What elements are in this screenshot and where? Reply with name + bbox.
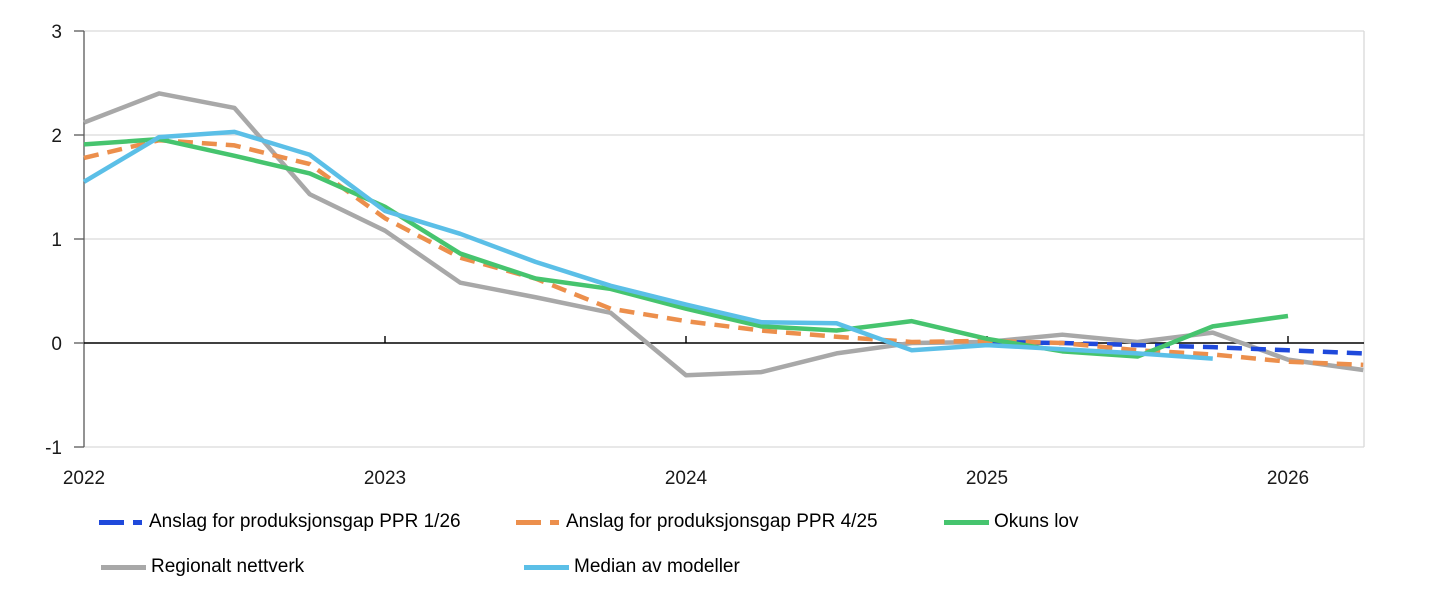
- x-tick-label: 2024: [665, 468, 708, 489]
- legend-label: Median av modeller: [574, 556, 740, 577]
- y-tick-label: 2: [51, 126, 62, 147]
- legend-label: Anslag for produksjonsgap PPR 4/25: [566, 511, 878, 532]
- y-tick-label: 3: [51, 22, 62, 43]
- legend-item-median-av-modeller: Median av modeller: [523, 556, 740, 578]
- y-tick-label: 0: [51, 334, 62, 355]
- legend-item-ppr-4-25: Anslag for produksjonsgap PPR 4/25: [515, 511, 878, 533]
- y-tick-label: -1: [45, 438, 62, 459]
- x-tick-label: 2022: [63, 468, 105, 489]
- series-line-1: [83, 137, 1364, 368]
- x-tick-label: 2023: [364, 468, 406, 489]
- chart-legend: Anslag for produksjonsgap PPR 1/26 Ansla…: [0, 0, 1445, 577]
- series-line-3: [83, 91, 1364, 378]
- legend-item-regionalt-nettverk: Regionalt nettverk: [100, 556, 304, 578]
- legend-swatch-solid-green: [944, 519, 989, 525]
- legend-label: Regionalt nettverk: [151, 556, 305, 577]
- legend-swatch-solid-gray: [101, 564, 146, 570]
- legend-label: Anslag for produksjonsgap PPR 1/26: [149, 511, 461, 532]
- series-line-4: [82, 129, 1213, 361]
- legend-swatch-dashed-blue: [99, 519, 144, 525]
- y-tick-label: 1: [51, 230, 62, 251]
- legend-label: Okuns lov: [994, 511, 1079, 532]
- legend-swatch-solid-cyan: [524, 564, 569, 570]
- legend-item-ppr-1-26: Anslag for produksjonsgap PPR 1/26: [98, 511, 461, 533]
- series-line-2: [83, 136, 1289, 359]
- x-tick-label: 2025: [966, 468, 1008, 489]
- legend-swatch-dashed-orange: [516, 519, 561, 525]
- legend-item-okuns-lov: Okuns lov: [943, 511, 1078, 533]
- x-tick-label: 2026: [1267, 468, 1309, 489]
